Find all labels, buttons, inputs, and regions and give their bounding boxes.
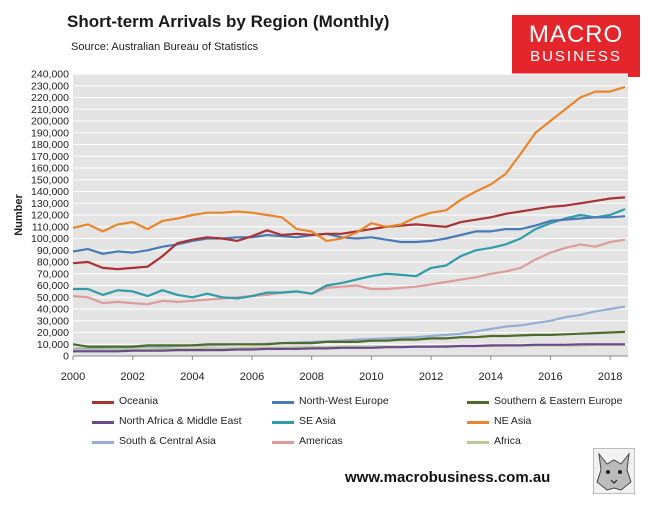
y-tick-label: 30,000 bbox=[37, 315, 69, 327]
y-tick-label: 140,000 bbox=[31, 186, 69, 198]
y-tick-label: 170,000 bbox=[31, 151, 69, 163]
y-tick-label: 70,000 bbox=[37, 268, 69, 280]
macrobusiness-logo[interactable]: MACRO BUSINESS bbox=[512, 15, 640, 77]
x-tick-label: 2000 bbox=[61, 371, 85, 383]
y-tick-label: 200,000 bbox=[31, 116, 69, 128]
y-tick-label: 150,000 bbox=[31, 174, 69, 186]
series-line-ne-asia bbox=[72, 85, 626, 242]
y-tick-label: 130,000 bbox=[31, 198, 69, 210]
series-line-north-west-europe bbox=[72, 215, 626, 255]
x-tick-label: 2006 bbox=[240, 371, 264, 383]
x-tick-label: 2010 bbox=[359, 371, 383, 383]
series-line-se-asia bbox=[73, 208, 626, 300]
y-tick-label: 210,000 bbox=[31, 104, 69, 116]
y-tick-label: 60,000 bbox=[37, 280, 69, 292]
x-tick-label: 2008 bbox=[299, 371, 323, 383]
website-url[interactable]: www.macrobusiness.com.au bbox=[345, 469, 551, 486]
logo-line-1: MACRO bbox=[528, 21, 624, 48]
y-axis-label: Number bbox=[13, 194, 25, 236]
wolf-mascot-icon bbox=[593, 448, 635, 494]
series-line-southern-eastern-europe bbox=[72, 330, 626, 348]
y-tick-label: 110,000 bbox=[32, 221, 69, 233]
y-tick-label: 0 bbox=[63, 351, 69, 363]
series-line-oceania bbox=[72, 196, 626, 271]
x-tick-label: 2018 bbox=[598, 371, 622, 383]
y-tick-label: 40,000 bbox=[37, 304, 69, 316]
y-tick-label: 10,000 bbox=[37, 339, 69, 351]
y-tick-label: 90,000 bbox=[37, 245, 69, 257]
y-tick-label: 160,000 bbox=[31, 163, 69, 175]
chart-title: Short-term Arrivals by Region (Monthly) bbox=[67, 12, 390, 31]
y-tick-label: 180,000 bbox=[31, 139, 69, 151]
y-tick-label: 120,000 bbox=[31, 210, 69, 222]
x-tick-label: 2016 bbox=[538, 371, 562, 383]
x-tick-label: 2014 bbox=[478, 371, 502, 383]
x-tick-label: 2004 bbox=[180, 371, 204, 383]
y-tick-label: 220,000 bbox=[31, 92, 69, 104]
y-tick-label: 80,000 bbox=[37, 257, 69, 269]
y-tick-label: 50,000 bbox=[37, 292, 69, 304]
y-tick-label: 230,000 bbox=[31, 80, 69, 92]
chart-source: Source: Australian Bureau of Statistics bbox=[71, 41, 259, 53]
y-tick-label: 240,000 bbox=[31, 69, 69, 81]
y-tick-label: 100,000 bbox=[31, 233, 69, 245]
y-tick-label: 190,000 bbox=[31, 127, 69, 139]
logo-line-2: BUSINESS bbox=[530, 48, 622, 65]
x-tick-label: 2002 bbox=[120, 371, 144, 383]
x-tick-label: 2012 bbox=[419, 371, 443, 383]
series-line-north-africa-middle-east bbox=[73, 343, 625, 353]
series-line-americas bbox=[72, 238, 626, 306]
y-tick-label: 20,000 bbox=[37, 327, 69, 339]
